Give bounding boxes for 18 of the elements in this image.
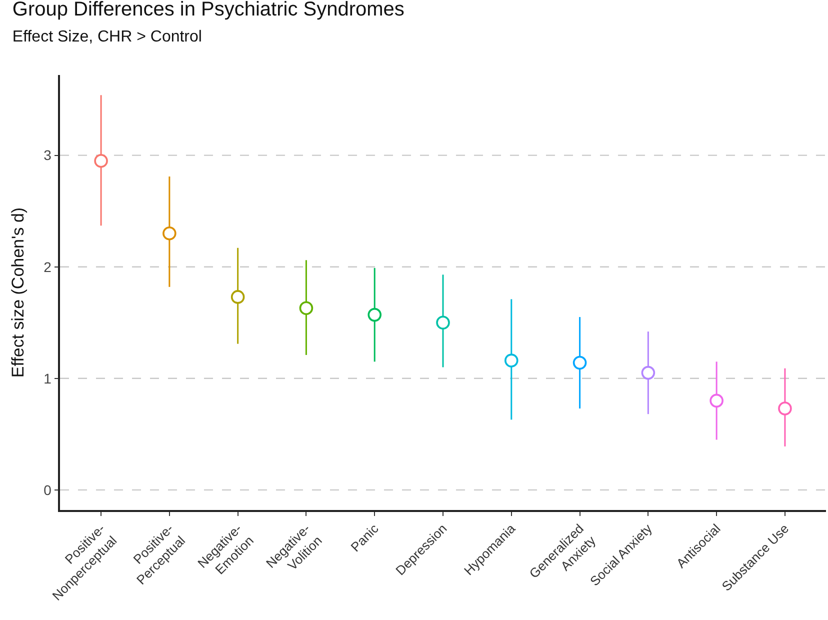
point bbox=[436, 316, 450, 330]
point bbox=[504, 354, 518, 368]
point bbox=[778, 402, 792, 416]
point bbox=[299, 301, 314, 316]
chart-subtitle: Effect Size, CHR > Control bbox=[12, 28, 202, 46]
y-tick-label: 2 bbox=[44, 258, 52, 275]
y-tick-label: 3 bbox=[44, 147, 52, 164]
y-tick-label: 1 bbox=[44, 370, 52, 386]
point bbox=[572, 356, 587, 370]
y-axis-title: Effect size (Cohen's d) bbox=[8, 207, 28, 378]
chart-title: Group Differences in Psychiatric Syndromes bbox=[12, 0, 404, 20]
point bbox=[641, 366, 656, 380]
point bbox=[710, 394, 724, 408]
point bbox=[368, 308, 382, 322]
point bbox=[94, 154, 108, 168]
point bbox=[230, 290, 245, 304]
point bbox=[162, 226, 176, 240]
y-tick-label: 0 bbox=[44, 482, 52, 498]
